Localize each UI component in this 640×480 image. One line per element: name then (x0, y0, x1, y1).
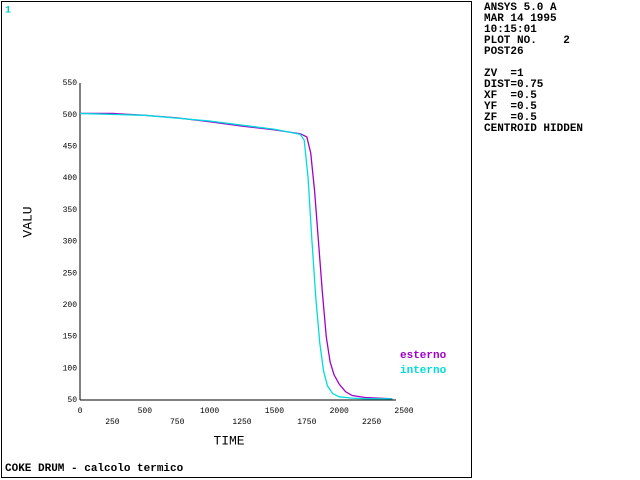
info-line: 10:15:01 (484, 24, 537, 36)
x-tick-label: 750 (170, 418, 185, 427)
x-tick-label: 2500 (394, 407, 413, 416)
x-tick-label: 1000 (200, 407, 219, 416)
legend-entry: interno (400, 365, 447, 377)
y-tick-label: 400 (63, 174, 78, 183)
y-tick-label: 150 (63, 333, 78, 342)
chart-title: COKE DRUM - calcolo termico (5, 463, 184, 475)
info-line: MAR 14 1995 (484, 13, 557, 25)
y-axis-label: VALU (20, 206, 35, 237)
x-tick-label: 2250 (362, 418, 381, 427)
y-tick-label: 50 (67, 396, 77, 405)
x-tick-label: 1500 (265, 407, 284, 416)
plot-window (1, 1, 472, 478)
x-tick-label: 250 (105, 418, 120, 427)
series-line (79, 112, 393, 400)
x-tick-label: 500 (138, 407, 153, 416)
y-tick-label: 450 (63, 143, 78, 152)
window-number: 1 (5, 6, 11, 17)
info-line: CENTROID HIDDEN (484, 123, 583, 135)
info-line: ZF =0.5 (484, 112, 537, 124)
y-tick-label: 350 (63, 206, 78, 215)
info-line: DIST=0.75 (484, 79, 544, 91)
info-line: ANSYS 5.0 A (484, 2, 557, 14)
y-tick-label: 200 (63, 301, 78, 310)
y-tick-label: 250 (63, 269, 78, 278)
info-line: PLOT NO. 2 (484, 35, 570, 47)
x-tick-label: 0 (78, 407, 83, 416)
x-tick-label: 2000 (330, 407, 349, 416)
y-tick-label: 500 (63, 111, 78, 120)
y-tick-label: 550 (63, 79, 78, 88)
x-axis-label: TIME (213, 433, 244, 448)
series-line (80, 112, 393, 400)
info-line: XF =0.5 (484, 90, 537, 102)
legend-entry: esterno (400, 350, 447, 362)
y-tick-label: 100 (63, 364, 78, 373)
x-tick-label: 1250 (232, 418, 251, 427)
x-tick-label: 1750 (297, 418, 316, 427)
info-line: POST26 (484, 46, 524, 58)
info-line: ZV =1 (484, 68, 524, 80)
y-tick-label: 300 (63, 238, 78, 247)
info-line: YF =0.5 (484, 101, 537, 113)
